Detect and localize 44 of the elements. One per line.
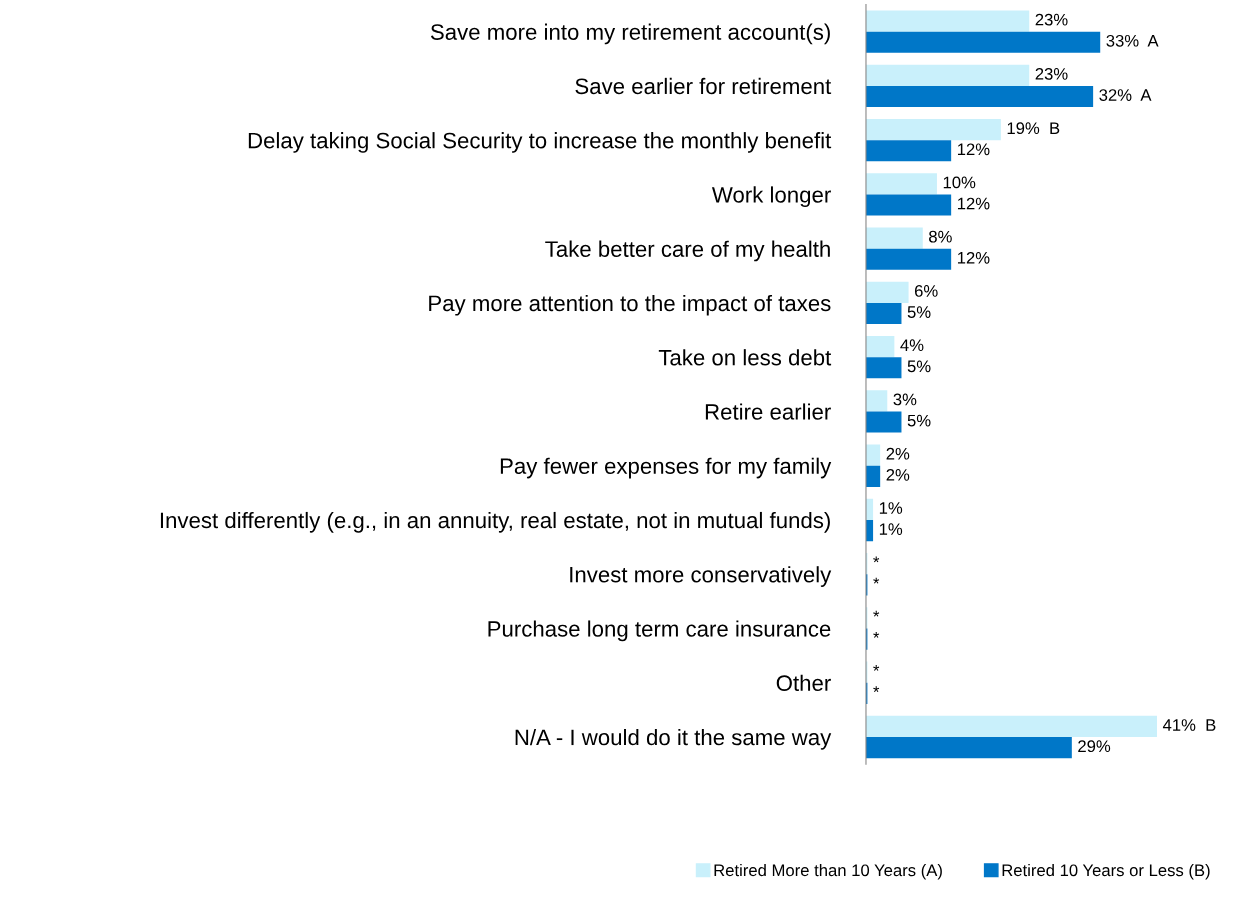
y-tick-label: Save earlier for retirement xyxy=(575,77,832,95)
data-label: 32% A xyxy=(1099,89,1152,101)
data-label: 2% xyxy=(886,468,910,481)
y-tick-label: Delay taking Social Security to increase the monthly benefit xyxy=(248,132,832,153)
data-label: 23% xyxy=(1035,13,1068,26)
y-tick-label: Invest differently (e.g., in an annuity, real estate, not in mutual funds) xyxy=(160,511,830,533)
data-label: 10% xyxy=(943,176,976,189)
y-tick-label: Take on less debt xyxy=(658,349,832,366)
y-tick-label: Work longer xyxy=(711,186,831,208)
data-label: * xyxy=(873,577,880,584)
data-label: 29% xyxy=(1078,740,1111,753)
data-label: 8% xyxy=(929,230,952,243)
y-tick-label: N/A - I would do it the same way xyxy=(515,728,832,750)
y-tick-label: Invest more conservatively xyxy=(570,566,832,587)
data-label: 12% xyxy=(957,143,990,156)
y-tick-label: Purchase long term care insurance xyxy=(488,620,831,642)
data-label: 12% xyxy=(957,197,990,210)
y-tick-label: Retire earlier xyxy=(705,403,831,420)
data-label: 5% xyxy=(907,360,931,373)
data-label: 23% xyxy=(1035,67,1068,80)
data-label: * xyxy=(873,556,880,563)
legend-label: Retired More than 10 Years (A) xyxy=(714,863,942,880)
data-label: 4% xyxy=(900,339,924,352)
data-label: * xyxy=(873,665,880,671)
y-tick-label: Take better care of my health xyxy=(545,240,830,262)
data-label: 5% xyxy=(907,306,931,318)
y-tick-label: Save more into my retirement account(s) xyxy=(430,23,830,45)
data-label: 2% xyxy=(886,447,910,460)
y-tick-label: Other xyxy=(776,674,831,692)
legend-label: Retired 10 Years or Less (B) xyxy=(1002,863,1210,880)
data-label: 1% xyxy=(879,523,903,535)
data-label: 6% xyxy=(914,285,938,297)
data-label: 3% xyxy=(893,393,917,406)
data-label: 1% xyxy=(879,502,903,514)
data-label: 5% xyxy=(907,414,931,427)
data-label: 41% B xyxy=(1162,719,1216,731)
data-label: * xyxy=(873,610,880,617)
data-label: 33% A xyxy=(1106,34,1159,47)
y-tick-label: Pay fewer expenses for my family xyxy=(500,457,832,479)
data-label: * xyxy=(873,631,880,638)
data-label: 12% xyxy=(957,251,990,264)
data-label: * xyxy=(873,686,880,693)
data-label: 19% B xyxy=(1007,122,1060,135)
y-tick-label: Pay more attention to the impact of taxes xyxy=(429,294,831,316)
